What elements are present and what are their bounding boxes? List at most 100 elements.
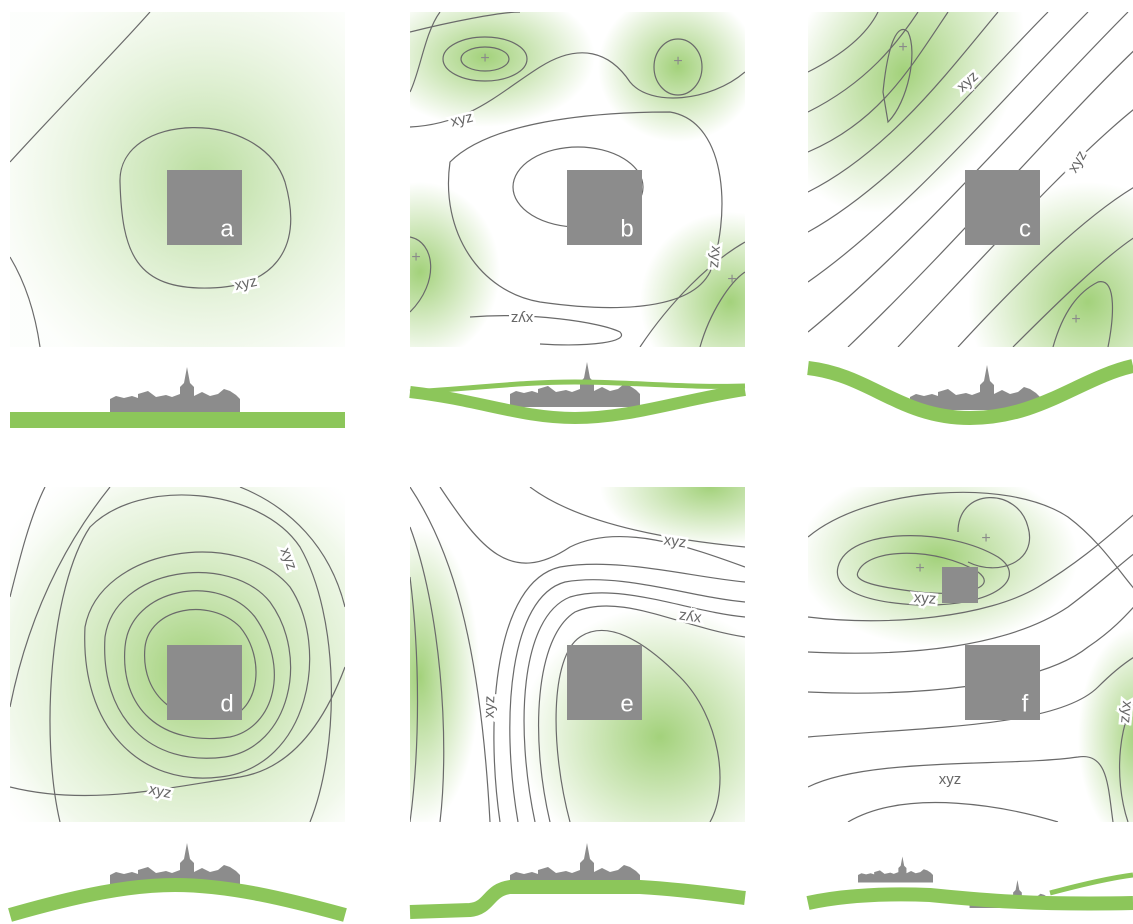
- site: [167, 645, 242, 720]
- shading: [410, 12, 595, 127]
- panel-label: f: [1022, 690, 1029, 717]
- contour: [847, 801, 1059, 822]
- contour: [639, 241, 745, 347]
- contour: [808, 657, 1133, 738]
- site: [965, 645, 1040, 720]
- peak-marker: +: [411, 249, 420, 266]
- shape: [410, 12, 745, 347]
- peak-marker: +: [915, 560, 924, 577]
- contour: [410, 52, 745, 128]
- terrain: [409, 384, 746, 425]
- contour: [10, 487, 111, 708]
- contour: [493, 563, 745, 822]
- peak-marker: +: [1071, 311, 1080, 328]
- contour: [410, 12, 441, 93]
- shading: [600, 487, 745, 547]
- peak-marker: +: [727, 271, 736, 288]
- panel-f: +++ xyz xyz xyz f: [808, 487, 1133, 822]
- contour: [808, 606, 1133, 694]
- peak-marker: +: [898, 39, 907, 56]
- contour: [882, 29, 913, 124]
- shape: [808, 487, 1133, 822]
- terrain-layer: [1049, 872, 1133, 896]
- town: [110, 367, 240, 412]
- contour-label: xyz: [678, 608, 703, 628]
- contour: [439, 487, 745, 568]
- shading: [598, 12, 745, 142]
- contour: [856, 552, 985, 594]
- panel-label: e: [620, 690, 633, 717]
- contour: [529, 487, 745, 548]
- contour: [808, 12, 919, 113]
- contour: [836, 535, 1010, 606]
- terrain: [10, 412, 345, 428]
- contour: [10, 666, 345, 797]
- contour: [442, 36, 528, 82]
- contour: [653, 38, 703, 96]
- shading: [410, 182, 500, 347]
- panel-e: xyz xyz xyz e: [410, 487, 745, 822]
- contour: [808, 12, 999, 193]
- shading: [808, 487, 1078, 647]
- contour: [808, 12, 1089, 283]
- contour: [1118, 701, 1133, 822]
- site: [965, 170, 1040, 245]
- contour: [808, 12, 1049, 233]
- terrain: [807, 359, 1133, 426]
- panel-label: d: [220, 690, 233, 717]
- contour: [410, 526, 445, 822]
- site: [567, 645, 642, 720]
- contour-label: xyz: [481, 695, 499, 718]
- panel-label: a: [220, 215, 234, 242]
- terrain: [806, 887, 1133, 911]
- panel-a: xyz a: [10, 12, 345, 347]
- shape: [808, 12, 1133, 347]
- contour: [10, 487, 46, 598]
- contour: [555, 629, 721, 822]
- shading: [640, 212, 745, 347]
- contour-label: xyz: [1117, 700, 1133, 724]
- panel-c: ++ xyz xyz c: [808, 12, 1133, 347]
- contour: [523, 592, 745, 822]
- contour: [699, 271, 745, 347]
- panel-b: + +++ xyz xyz xyz b: [410, 12, 745, 347]
- contour-label: xyz: [706, 245, 725, 269]
- contour: [447, 111, 723, 309]
- terrain-layer: [409, 379, 746, 395]
- contour: [1052, 281, 1113, 347]
- contour-label: xyz: [663, 531, 688, 551]
- contour: [957, 187, 1133, 347]
- panel-d: xyz xyz d: [10, 487, 345, 822]
- contour: [957, 497, 1031, 569]
- site-small: [942, 567, 978, 603]
- contour: [808, 12, 879, 73]
- contour: [410, 236, 432, 313]
- contour: [808, 553, 1133, 654]
- terrain: [409, 880, 746, 919]
- contour: [1012, 237, 1133, 347]
- shading: [520, 607, 745, 822]
- contour: [84, 551, 311, 779]
- panel-label: c: [1019, 215, 1031, 242]
- panel-label: b: [620, 215, 633, 242]
- shading: [1078, 627, 1133, 822]
- contour: [537, 605, 745, 822]
- contour: [239, 487, 345, 608]
- contour: [119, 127, 292, 289]
- contour: [509, 579, 745, 822]
- terrain: [8, 877, 347, 922]
- contour: [104, 572, 292, 759]
- contour: [808, 755, 1114, 822]
- peak-marker: +: [981, 530, 990, 547]
- contour: [10, 12, 151, 163]
- peak-marker: +: [673, 53, 682, 70]
- contour: [808, 514, 1133, 622]
- contour: [808, 12, 949, 153]
- contour: [469, 315, 623, 346]
- site: [167, 170, 242, 245]
- town: [858, 856, 933, 883]
- town: [910, 365, 1040, 410]
- shading: [410, 527, 480, 822]
- contour-label: xyz: [939, 771, 962, 788]
